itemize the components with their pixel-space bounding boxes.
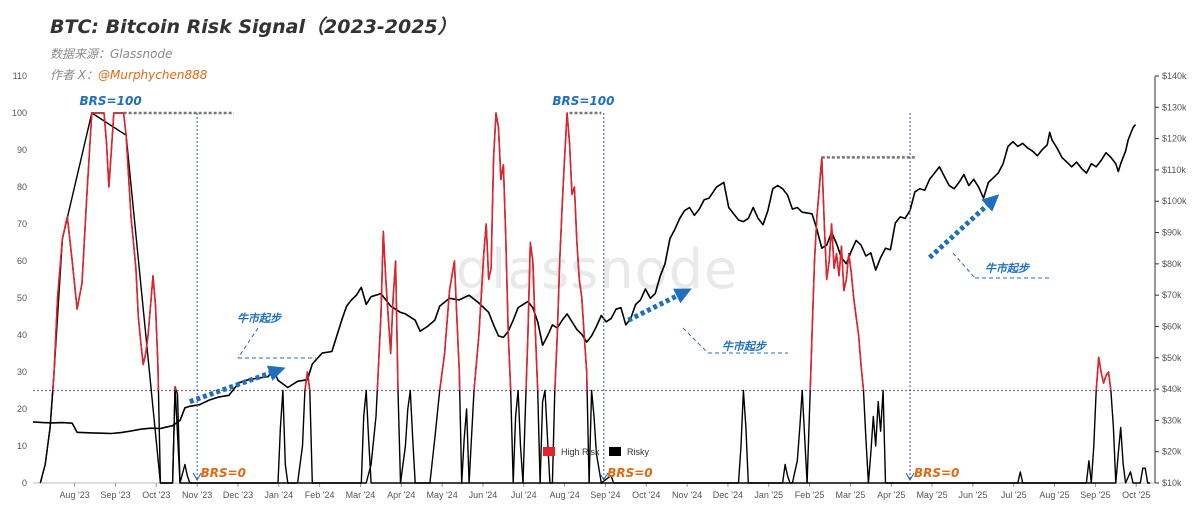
left-tick-label: 70 bbox=[17, 219, 27, 229]
right-tick-label: $70k bbox=[1162, 290, 1182, 300]
bull-arrow-2-arrowhead-icon bbox=[673, 288, 692, 304]
chart-title: BTC: Bitcoin Risk Signal（2023-2025） bbox=[50, 16, 457, 38]
right-tick-label: $130k bbox=[1162, 102, 1187, 112]
left-tick-label: 0 bbox=[22, 478, 27, 488]
right-tick-label: $110k bbox=[1162, 165, 1186, 175]
bull-arrow-1-arrowhead-icon bbox=[266, 365, 286, 381]
left-tick-label: 10 bbox=[17, 441, 27, 451]
bull-start-label-3-leader bbox=[952, 252, 976, 279]
left-tick-label: 60 bbox=[17, 256, 27, 266]
x-tick-label: Oct '25 bbox=[1122, 490, 1150, 500]
x-tick-label: Aug '23 bbox=[60, 490, 90, 500]
brs100-label-1: BRS=100 bbox=[80, 94, 142, 108]
bull-arrow-2-line bbox=[627, 289, 686, 323]
left-tick-label: 90 bbox=[17, 145, 27, 155]
right-tick-label: $100k bbox=[1162, 196, 1187, 206]
x-tick-label: Nov '23 bbox=[182, 490, 212, 500]
bull-start-label-2: 牛市起步 bbox=[722, 340, 768, 353]
x-tick-label: Dec '23 bbox=[223, 490, 253, 500]
bull-start-label-2-leader bbox=[682, 327, 709, 354]
legend-label-risky: Risky bbox=[627, 447, 649, 457]
x-tick-label: Sep '24 bbox=[590, 490, 620, 500]
series-btc-price bbox=[32, 124, 1137, 435]
author-line: 作者 X：@Murphychen888 bbox=[50, 66, 207, 83]
arrow-down-icon bbox=[905, 472, 915, 482]
x-tick-label: Jul '25 bbox=[1001, 490, 1027, 500]
right-tick-label: $20k bbox=[1162, 447, 1182, 457]
x-tick-label: May '24 bbox=[426, 490, 457, 500]
data-source: 数据来源：Glassnode bbox=[50, 47, 173, 61]
bull-arrow-3-arrowhead-icon bbox=[981, 194, 1000, 212]
left-tick-label: 20 bbox=[17, 404, 27, 414]
x-tick-label: Jun '25 bbox=[959, 490, 988, 500]
x-tick-label: Jul '24 bbox=[511, 490, 537, 500]
x-tick-label: Aug '25 bbox=[1039, 490, 1069, 500]
left-tick-label: 50 bbox=[17, 293, 27, 303]
right-tick-label: $30k bbox=[1162, 415, 1182, 425]
right-tick-label: $80k bbox=[1162, 259, 1182, 269]
right-tick-label: $90k bbox=[1162, 228, 1182, 238]
left-tick-label: 40 bbox=[17, 330, 27, 340]
x-tick-label: Feb '24 bbox=[305, 490, 335, 500]
x-tick-label: Sep '23 bbox=[100, 490, 130, 500]
x-tick-label: Mar '25 bbox=[836, 490, 866, 500]
author-prefix: 作者 X： bbox=[50, 68, 99, 82]
left-tick-label: 100 bbox=[12, 108, 27, 118]
x-tick-label: Jan '25 bbox=[754, 490, 783, 500]
right-tick-label: $40k bbox=[1162, 384, 1182, 394]
right-tick-label: $60k bbox=[1162, 321, 1182, 331]
x-tick-label: May '25 bbox=[916, 490, 947, 500]
legend-swatch-high-risk bbox=[543, 447, 555, 456]
x-tick-label: Apr '25 bbox=[877, 490, 905, 500]
brs0-label-3: BRS=0 bbox=[914, 466, 959, 480]
bull-start-label-1-leader bbox=[237, 327, 259, 359]
right-tick-label: $10k bbox=[1162, 478, 1182, 488]
bull-start-label-3: 牛市起步 bbox=[985, 262, 1031, 275]
x-tick-label: Mar '24 bbox=[346, 490, 376, 500]
left-tick-label: 80 bbox=[17, 182, 27, 192]
bull-start-label-1: 牛市起步 bbox=[237, 312, 283, 325]
right-tick-label: $140k bbox=[1162, 71, 1187, 81]
x-tick-label: Jun '24 bbox=[469, 490, 498, 500]
left-tick-label: 110 bbox=[13, 71, 27, 81]
x-tick-label: Sep '25 bbox=[1080, 490, 1110, 500]
x-tick-label: Oct '23 bbox=[142, 490, 170, 500]
legend-swatch-risky bbox=[609, 447, 621, 456]
arrow-down-icon bbox=[192, 472, 202, 482]
brs0-label-2: BRS=0 bbox=[607, 466, 652, 480]
x-tick-label: Aug '24 bbox=[549, 490, 579, 500]
legend: High Risk Risky bbox=[543, 447, 649, 457]
left-tick-label: 30 bbox=[17, 367, 27, 377]
author-handle[interactable]: @Murphychen888 bbox=[98, 68, 208, 82]
brs100-label-2: BRS=100 bbox=[552, 94, 614, 108]
right-tick-label: $50k bbox=[1162, 353, 1182, 363]
right-tick-label: $120k bbox=[1162, 134, 1187, 144]
legend-label-high-risk: High Risk bbox=[561, 447, 600, 457]
x-tick-label: Apr '24 bbox=[387, 490, 415, 500]
arrow-down-icon bbox=[599, 472, 609, 482]
bull-arrow-1-line bbox=[188, 367, 279, 404]
bull-arrow-3-line bbox=[927, 197, 995, 260]
x-tick-label: Feb '25 bbox=[795, 490, 825, 500]
x-tick-label: Oct '24 bbox=[632, 490, 660, 500]
brs0-label-1: BRS=0 bbox=[201, 466, 246, 480]
watermark: glassnode bbox=[456, 238, 738, 301]
x-tick-label: Jan '24 bbox=[264, 490, 293, 500]
x-tick-label: Dec '24 bbox=[713, 490, 743, 500]
series-high-risk bbox=[52, 112, 1112, 391]
x-tick-label: Nov '24 bbox=[672, 490, 702, 500]
